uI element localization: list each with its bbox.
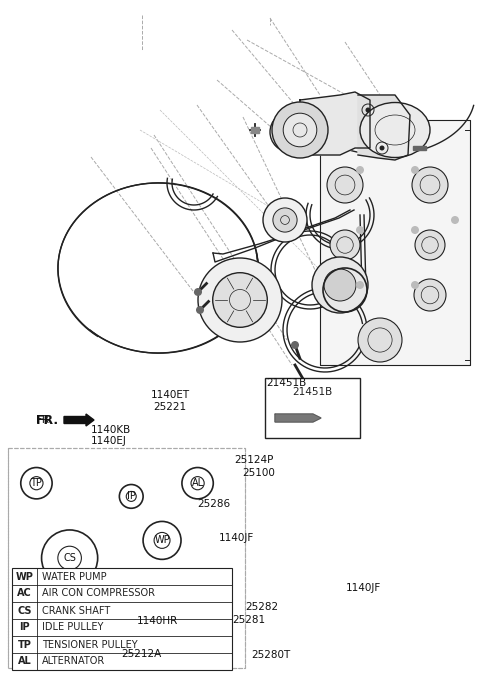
Text: TENSIONER PULLEY: TENSIONER PULLEY xyxy=(42,639,138,650)
Circle shape xyxy=(136,587,174,625)
Ellipse shape xyxy=(360,102,430,157)
Circle shape xyxy=(196,306,204,314)
Text: FR.: FR. xyxy=(36,414,59,426)
Bar xyxy=(265,378,360,438)
Text: 1140JF: 1140JF xyxy=(346,583,381,593)
FancyArrow shape xyxy=(64,414,94,426)
Text: WATER PUMP: WATER PUMP xyxy=(42,572,107,582)
Text: 1140ET: 1140ET xyxy=(151,390,191,399)
Circle shape xyxy=(356,166,364,174)
Polygon shape xyxy=(251,127,259,133)
Circle shape xyxy=(120,485,143,508)
Text: CS: CS xyxy=(17,605,32,616)
Circle shape xyxy=(356,226,364,234)
Circle shape xyxy=(358,318,402,362)
Circle shape xyxy=(324,269,356,301)
Text: ALTERNATOR: ALTERNATOR xyxy=(42,656,105,666)
Circle shape xyxy=(329,279,361,311)
Circle shape xyxy=(213,273,267,327)
Text: 1140EJ: 1140EJ xyxy=(91,437,127,446)
Circle shape xyxy=(412,167,448,203)
Text: CS: CS xyxy=(63,553,76,563)
Text: IP: IP xyxy=(19,622,30,633)
Circle shape xyxy=(21,468,52,499)
Text: IDLE PULLEY: IDLE PULLEY xyxy=(42,622,103,633)
Text: 25221: 25221 xyxy=(154,403,187,412)
Circle shape xyxy=(411,281,419,289)
Text: WP: WP xyxy=(15,572,34,582)
Circle shape xyxy=(291,341,299,349)
Text: 1140HR: 1140HR xyxy=(137,616,178,626)
Circle shape xyxy=(143,521,181,559)
Text: AL: AL xyxy=(18,656,31,666)
Text: TP: TP xyxy=(31,478,42,488)
Circle shape xyxy=(327,167,363,203)
Text: FR.: FR. xyxy=(36,415,52,424)
Polygon shape xyxy=(413,146,426,150)
Text: 25281: 25281 xyxy=(232,616,265,625)
Circle shape xyxy=(273,208,297,232)
Text: WP: WP xyxy=(154,536,170,545)
Text: 25100: 25100 xyxy=(242,468,275,477)
Circle shape xyxy=(283,113,317,147)
Bar xyxy=(12,568,232,670)
Polygon shape xyxy=(275,414,321,422)
Text: AIR CON COMPRESSOR: AIR CON COMPRESSOR xyxy=(42,589,155,599)
Circle shape xyxy=(411,166,419,174)
Circle shape xyxy=(42,530,97,586)
Text: 25212A: 25212A xyxy=(121,649,162,658)
Text: TP: TP xyxy=(18,639,31,650)
Text: 1140KB: 1140KB xyxy=(91,425,132,435)
Text: 25286: 25286 xyxy=(197,500,230,509)
Bar xyxy=(8,448,245,668)
Circle shape xyxy=(263,198,307,242)
Polygon shape xyxy=(320,120,470,365)
Circle shape xyxy=(411,226,419,234)
Circle shape xyxy=(380,146,384,151)
Text: CRANK SHAFT: CRANK SHAFT xyxy=(42,605,110,616)
Text: 1140JF: 1140JF xyxy=(218,533,253,542)
Circle shape xyxy=(270,112,310,152)
Text: 25124P: 25124P xyxy=(234,456,274,465)
Circle shape xyxy=(330,230,360,260)
Circle shape xyxy=(451,216,459,224)
Text: IP: IP xyxy=(127,492,136,502)
Circle shape xyxy=(198,258,282,342)
Circle shape xyxy=(272,102,328,158)
Circle shape xyxy=(365,108,371,113)
Text: AC: AC xyxy=(17,589,32,599)
Polygon shape xyxy=(300,92,370,155)
Circle shape xyxy=(194,288,202,296)
Circle shape xyxy=(414,279,446,311)
Text: AC: AC xyxy=(148,601,162,612)
Circle shape xyxy=(415,230,445,260)
Polygon shape xyxy=(358,95,410,160)
Text: 21451B: 21451B xyxy=(266,378,307,388)
Circle shape xyxy=(356,281,364,289)
Text: AL: AL xyxy=(192,478,204,488)
Text: 25280T: 25280T xyxy=(252,650,291,660)
Circle shape xyxy=(312,257,368,313)
Text: 25282: 25282 xyxy=(245,603,278,612)
Circle shape xyxy=(182,468,213,499)
Text: 21451B: 21451B xyxy=(292,387,333,397)
